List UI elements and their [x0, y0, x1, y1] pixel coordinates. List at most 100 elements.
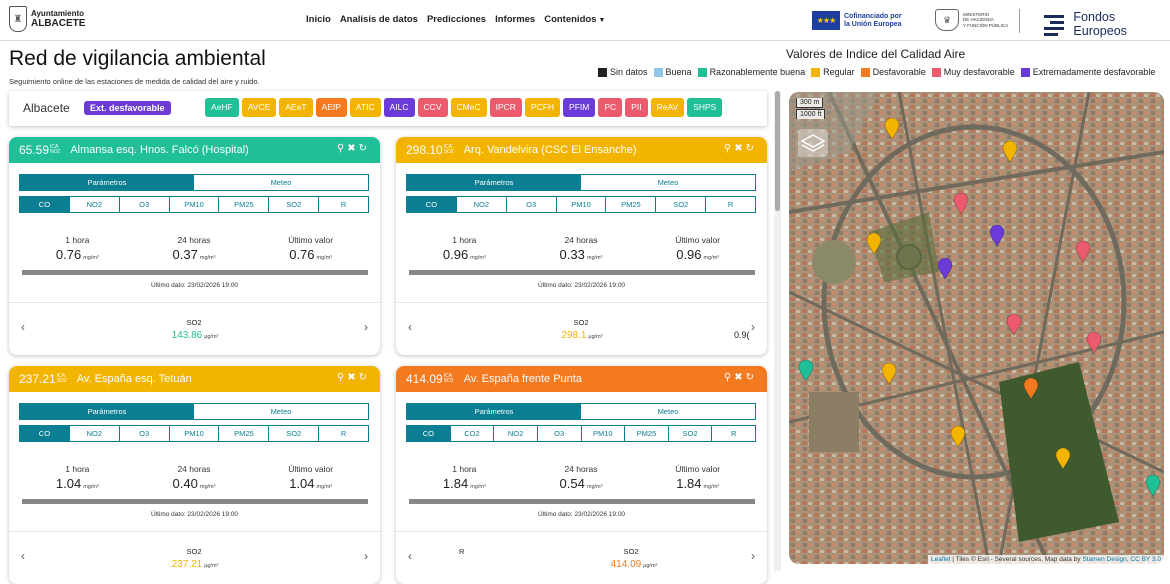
station-marker-icon[interactable]: [1023, 378, 1039, 400]
param-tab[interactable]: R: [318, 426, 368, 441]
map-pin-icon[interactable]: ⚲: [336, 372, 348, 383]
param-tab[interactable]: CO: [407, 426, 450, 441]
param-tab[interactable]: PM25: [218, 426, 268, 441]
tab-parametros[interactable]: Parámetros: [407, 175, 581, 190]
station-code-button[interactable]: PCFH: [524, 98, 561, 117]
station-code-button[interactable]: ReAV: [650, 98, 685, 117]
map-pin-icon[interactable]: ⚲: [336, 143, 348, 154]
refresh-icon[interactable]: ↻: [745, 372, 757, 383]
param-tab[interactable]: PM10: [555, 197, 606, 212]
station-code-button[interactable]: AEeT: [279, 98, 313, 117]
tab-meteo[interactable]: Meteo: [657, 407, 679, 416]
param-tab[interactable]: CO: [20, 197, 69, 212]
param-tab[interactable]: NO2: [493, 426, 537, 441]
station-code-button[interactable]: AEfP: [315, 98, 347, 117]
param-tab[interactable]: PM10: [168, 426, 219, 441]
chevron-left-icon[interactable]: ‹: [408, 549, 412, 563]
param-tab[interactable]: O3: [118, 426, 169, 441]
station-code-button[interactable]: AeHF: [205, 98, 239, 117]
tab-parametros[interactable]: Parámetros: [20, 175, 194, 190]
station-marker-icon[interactable]: [953, 193, 969, 215]
tab-parametros[interactable]: Parámetros: [20, 404, 194, 419]
map-pin-icon[interactable]: ⚲: [723, 372, 735, 383]
param-tab[interactable]: O3: [118, 197, 169, 212]
param-tab[interactable]: SO2: [268, 197, 318, 212]
station-marker-icon[interactable]: [1002, 141, 1018, 163]
chevron-right-icon[interactable]: ›: [364, 549, 368, 563]
stamen-link[interactable]: Stamen Design, CC BY 3.0: [1082, 556, 1161, 563]
chevron-right-icon[interactable]: ›: [751, 320, 755, 334]
expand-icon[interactable]: ✖: [734, 372, 746, 383]
param-tab[interactable]: CO: [20, 426, 69, 441]
param-tab[interactable]: CO: [407, 197, 456, 212]
tab-meteo[interactable]: Meteo: [270, 178, 292, 187]
nav-predicciones[interactable]: Predicciones: [426, 14, 487, 25]
param-tab[interactable]: R: [705, 197, 755, 212]
station-code-button[interactable]: CMeC: [450, 98, 487, 117]
param-tab[interactable]: R: [711, 426, 755, 441]
param-tab[interactable]: SO2: [667, 426, 712, 441]
refresh-icon[interactable]: ↻: [358, 143, 370, 154]
leaflet-link[interactable]: Leaflet: [930, 556, 951, 563]
station-marker-icon[interactable]: [798, 360, 814, 382]
param-tab[interactable]: PM25: [624, 426, 668, 441]
chevron-right-icon[interactable]: ›: [751, 549, 755, 563]
expand-icon[interactable]: ✖: [347, 372, 359, 383]
param-tab[interactable]: R: [318, 197, 368, 212]
chevron-left-icon[interactable]: ‹: [408, 320, 412, 334]
param-tab[interactable]: NO2: [455, 197, 506, 212]
tab-parametros[interactable]: Parámetros: [407, 404, 581, 419]
station-marker-icon[interactable]: [1006, 314, 1022, 336]
station-marker-icon[interactable]: [1086, 332, 1102, 354]
station-code-button[interactable]: ATIC: [349, 98, 381, 117]
station-marker-icon[interactable]: [881, 363, 897, 385]
tab-meteo[interactable]: Meteo: [270, 407, 292, 416]
tab-meteo[interactable]: Meteo: [657, 178, 679, 187]
station-marker-icon[interactable]: [937, 258, 953, 280]
station-code-button[interactable]: AVCE: [241, 98, 277, 117]
station-map[interactable]: 300 m 1000 ft Leaflet | Tiles © Esri - S…: [789, 92, 1164, 564]
chevron-left-icon[interactable]: ‹: [21, 549, 25, 563]
station-code-button[interactable]: PFIM: [563, 98, 596, 117]
expand-icon[interactable]: ✖: [347, 143, 359, 154]
station-code-button[interactable]: CCV: [417, 98, 448, 117]
param-tab[interactable]: NO2: [68, 426, 119, 441]
chevron-right-icon[interactable]: ›: [364, 320, 368, 334]
map-layers-button[interactable]: [798, 129, 828, 157]
legend-label: Buena: [665, 67, 692, 77]
station-marker-icon[interactable]: [1075, 241, 1091, 263]
refresh-icon[interactable]: ↻: [745, 143, 757, 154]
param-tab[interactable]: PM10: [580, 426, 625, 441]
station-marker-icon[interactable]: [950, 426, 966, 448]
param-tab[interactable]: PM25: [218, 197, 268, 212]
param-tab[interactable]: O3: [536, 426, 581, 441]
scrollbar-thumb[interactable]: [775, 91, 780, 211]
station-code-button[interactable]: PC: [598, 98, 623, 117]
param-tab[interactable]: PM10: [168, 197, 219, 212]
param-tab[interactable]: CO2: [449, 426, 494, 441]
station-marker-icon[interactable]: [884, 118, 900, 140]
station-code-button[interactable]: PII: [625, 98, 648, 117]
nav-informes[interactable]: Informes: [495, 14, 536, 25]
station-marker-icon[interactable]: [1145, 475, 1161, 497]
station-marker-icon[interactable]: [866, 233, 882, 255]
param-tab[interactable]: O3: [505, 197, 556, 212]
station-code-button[interactable]: IPCR: [489, 98, 522, 117]
city-logo[interactable]: ♜ Ayuntamiento ALBACETE: [9, 6, 85, 32]
nav-inicio[interactable]: Inicio: [306, 14, 331, 25]
map-pin-icon[interactable]: ⚲: [723, 143, 735, 154]
station-code-button[interactable]: AILC: [383, 98, 415, 117]
param-tab[interactable]: SO2: [268, 426, 318, 441]
refresh-icon[interactable]: ↻: [358, 372, 370, 383]
station-code-button[interactable]: SHPS: [687, 98, 723, 117]
param-tab[interactable]: NO2: [68, 197, 119, 212]
expand-icon[interactable]: ✖: [734, 143, 746, 154]
station-marker-icon[interactable]: [1055, 448, 1071, 470]
nav-analisis[interactable]: Analisis de datos: [339, 14, 418, 25]
chevron-left-icon[interactable]: ‹: [21, 320, 25, 334]
param-tab[interactable]: PM25: [605, 197, 655, 212]
nav-contenidos[interactable]: Contenidos ▼: [544, 14, 605, 25]
cards-scrollbar[interactable]: [774, 91, 781, 571]
param-tab[interactable]: SO2: [655, 197, 705, 212]
station-marker-icon[interactable]: [989, 225, 1005, 247]
